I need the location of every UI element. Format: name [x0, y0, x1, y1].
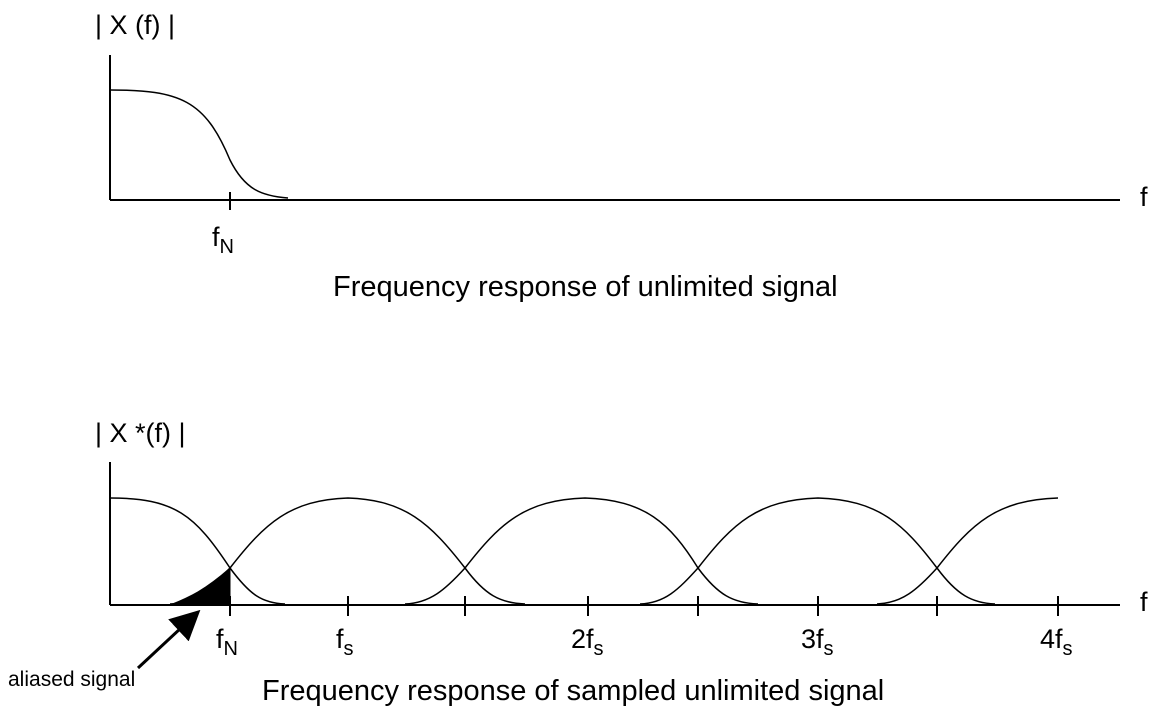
tick-label-3fs-main: 3f	[801, 624, 824, 654]
bottom-caption: Frequency response of sampled unlimited …	[262, 675, 884, 707]
baseband-spectrum	[109, 497, 286, 605]
tick-label-4fs-sub: s	[1063, 638, 1073, 660]
tick-label-4fs-main: 4f	[1040, 624, 1063, 654]
image-spectrum-3fs	[639, 497, 996, 605]
tick-label-fs: fs	[336, 624, 354, 660]
top-spectrum-curve	[109, 89, 289, 199]
bottom-x-axis-label: f	[1140, 587, 1148, 617]
tick-label-4fs: 4fs	[1040, 624, 1073, 660]
tick-label-fs-main: f	[336, 624, 344, 654]
aliased-annotation: aliased signal	[8, 668, 135, 691]
bottom-y-axis-label: | X *(f) |	[95, 418, 186, 448]
tick-label-fN-sub: N	[224, 638, 238, 660]
aliased-arrow	[136, 609, 201, 670]
image-spectrum-2fs	[404, 497, 759, 605]
top-nyquist-label-sub: N	[220, 236, 234, 258]
tick-label-fs-sub: s	[344, 638, 354, 660]
aliased-region	[169, 566, 231, 606]
top-nyquist-label: fN	[212, 222, 234, 258]
top-x-axis-label: f	[1140, 182, 1148, 212]
top-nyquist-label-main: f	[212, 222, 220, 252]
bottom-panel: | X *(f) | f fN fs 2fs 3fs 4fs	[8, 418, 1148, 707]
tick-label-fN: fN	[216, 624, 238, 660]
image-spectrum-fs	[169, 497, 526, 605]
tick-label-fN-main: f	[216, 624, 224, 654]
tick-label-3fs: 3fs	[801, 624, 834, 660]
tick-label-2fs-sub: s	[594, 638, 604, 660]
tick-label-2fs: 2fs	[571, 624, 604, 660]
top-caption: Frequency response of unlimited signal	[333, 271, 838, 303]
top-panel: | X (f) | f fN Frequency response of unl…	[95, 10, 1148, 303]
tick-label-2fs-main: 2f	[571, 624, 594, 654]
tick-label-3fs-sub: s	[824, 638, 834, 660]
top-y-axis-label: | X (f) |	[95, 10, 175, 40]
image-spectrum-4fs	[876, 497, 1059, 605]
